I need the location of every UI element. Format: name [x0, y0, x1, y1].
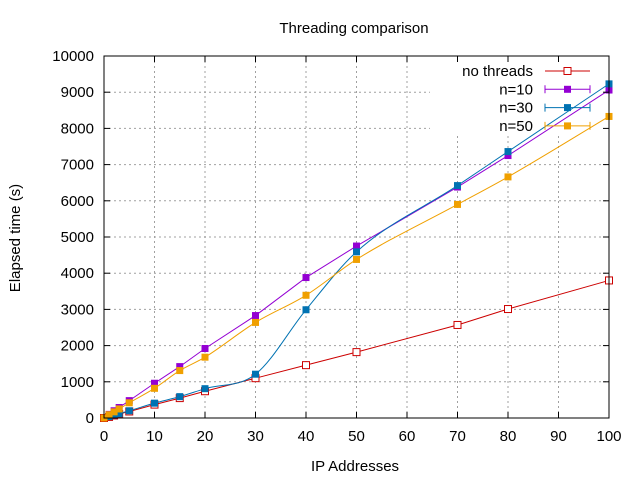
- tick-layer: 0 10 20 30 40 50 60 70 80 90 100010002000300040005…: [52, 48, 621, 445]
- data-point: [454, 200, 461, 208]
- data-point: [115, 405, 123, 413]
- legend-label: n=10: [499, 81, 533, 98]
- legend-label: n=50: [499, 118, 533, 135]
- grid-layer: [104, 56, 609, 418]
- data-point: [252, 318, 259, 326]
- y-tick-label: 10000: [52, 48, 94, 65]
- x-tick-label: 50: [348, 428, 365, 445]
- data-point: [151, 379, 158, 387]
- y-axis-label: Elapsed time (s): [7, 184, 24, 292]
- data-point: [353, 248, 360, 256]
- x-tick-label: 20: [197, 428, 214, 445]
- x-axis-label: IP Addresses: [311, 458, 399, 475]
- y-tick-label: 9000: [61, 84, 94, 101]
- data-point: [201, 344, 209, 352]
- data-point: [125, 399, 133, 407]
- legend-label: no threads: [462, 63, 533, 80]
- data-point: [504, 152, 512, 160]
- data-point: [353, 255, 360, 263]
- legend-entry: n=10: [499, 81, 591, 98]
- data-point: [302, 274, 310, 282]
- data-point: [110, 408, 118, 416]
- x-tick-label: 0: [100, 428, 108, 445]
- legend-entry: n=50: [499, 118, 591, 135]
- legend-label: n=30: [499, 100, 533, 117]
- legend-marker: [564, 104, 571, 112]
- data-point: [453, 320, 462, 329]
- data-point: [115, 410, 123, 418]
- y-tick-label: 4000: [61, 265, 94, 282]
- legend-marker: [564, 85, 571, 93]
- data-point: [176, 393, 184, 401]
- data-point: [352, 348, 361, 357]
- y-tick-label: 3000: [61, 301, 94, 318]
- y-tick-label: 7000: [61, 157, 94, 174]
- data-point: [252, 312, 259, 320]
- x-tick-label: 80: [500, 428, 517, 445]
- data-point: [201, 353, 209, 361]
- y-tick-label: 6000: [61, 193, 94, 210]
- data-point: [353, 242, 360, 250]
- data-point: [151, 384, 158, 392]
- data-point: [302, 306, 310, 314]
- data-point: [252, 370, 259, 378]
- x-tick-label: 100: [596, 428, 621, 445]
- y-tick-label: 1000: [61, 374, 94, 391]
- data-point: [176, 367, 184, 375]
- data-point: [302, 291, 310, 299]
- x-tick-label: 90: [550, 428, 567, 445]
- data-point: [504, 173, 512, 181]
- legend-entry: n=30: [499, 100, 591, 117]
- data-point: [504, 305, 512, 314]
- y-tick-label: 8000: [61, 120, 94, 137]
- y-tick-label: 0: [86, 410, 94, 427]
- data-point: [125, 407, 133, 415]
- data-point: [176, 363, 184, 371]
- data-point: [504, 148, 512, 156]
- x-tick-label: 40: [298, 428, 315, 445]
- legend-marker: [564, 122, 571, 130]
- x-tick-label: 60: [399, 428, 416, 445]
- y-tick-label: 2000: [61, 338, 94, 355]
- data-point: [105, 411, 113, 419]
- chart-title: Threading comparison: [279, 20, 428, 37]
- series-layer: [100, 80, 613, 422]
- data-point: [151, 399, 158, 407]
- y-tick-label: 5000: [61, 229, 94, 246]
- x-tick-label: 70: [449, 428, 466, 445]
- data-point: [302, 361, 310, 370]
- legend-marker: [563, 67, 572, 75]
- data-point: [454, 182, 461, 190]
- x-tick-label: 10: [146, 428, 163, 445]
- x-tick-label: 30: [247, 428, 264, 445]
- data-point: [201, 385, 209, 393]
- legend-entry: no threads: [462, 63, 590, 80]
